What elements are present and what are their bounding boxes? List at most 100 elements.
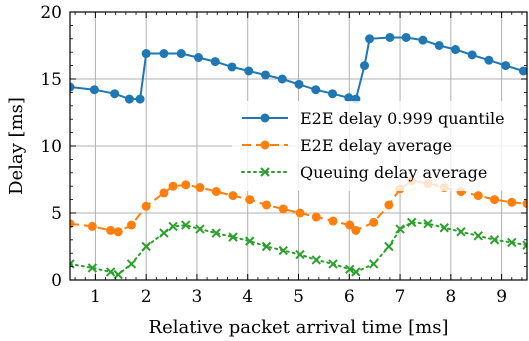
data-point	[294, 79, 304, 89]
data-point	[245, 236, 255, 246]
data-point	[126, 259, 137, 269]
data-point	[168, 181, 178, 191]
data-point	[345, 220, 355, 230]
data-point	[490, 195, 500, 205]
data-point	[70, 219, 75, 229]
x-tick-label: 4	[242, 287, 253, 307]
data-point	[113, 227, 123, 237]
data-point	[473, 231, 483, 241]
y-tick-label: 0	[51, 271, 62, 291]
data-point	[418, 35, 428, 45]
data-point	[228, 232, 238, 242]
data-point	[368, 259, 379, 269]
marker-stroke	[261, 241, 272, 252]
marker-stroke	[126, 259, 137, 269]
data-point	[351, 267, 361, 277]
data-point	[124, 94, 134, 104]
marker-stroke	[87, 263, 98, 273]
x-tick-label: 2	[141, 287, 152, 307]
data-point	[365, 34, 375, 44]
series-3	[70, 217, 527, 280]
legend-marker	[260, 140, 270, 150]
y-tick-label: 5	[51, 204, 62, 224]
data-point	[507, 237, 517, 248]
marker-stroke	[181, 220, 191, 230]
data-point	[89, 85, 99, 95]
data-point	[407, 217, 417, 228]
data-point	[110, 89, 120, 99]
data-point	[311, 85, 321, 95]
data-point	[369, 217, 379, 227]
data-point	[395, 224, 405, 234]
data-point	[261, 241, 272, 252]
data-point	[244, 66, 254, 76]
marker-stroke	[245, 236, 255, 246]
data-point	[211, 228, 221, 238]
marker-stroke	[384, 241, 394, 252]
x-tick-label: 6	[344, 287, 355, 307]
x-tick-label: 7	[395, 287, 406, 307]
marker-stroke	[260, 167, 270, 177]
data-point	[159, 188, 169, 198]
marker-stroke	[439, 223, 449, 233]
y-tick-label: 20	[40, 3, 62, 23]
data-point	[210, 57, 220, 67]
data-point	[522, 199, 527, 209]
data-point	[384, 241, 394, 252]
marker-stroke	[473, 231, 483, 241]
data-point	[501, 61, 511, 71]
data-point	[384, 200, 394, 210]
marker-stroke	[195, 224, 205, 234]
data-point	[484, 55, 494, 65]
marker-stroke	[228, 232, 238, 242]
data-point	[295, 249, 305, 260]
data-point	[181, 180, 191, 190]
marker-stroke	[211, 228, 221, 238]
data-point	[522, 240, 527, 250]
data-point	[260, 70, 270, 80]
data-point	[228, 191, 238, 201]
legend-entry-label: E2E delay average	[300, 136, 452, 155]
data-point	[87, 263, 98, 273]
data-point	[328, 216, 338, 226]
marker-stroke	[295, 249, 305, 260]
legend-marker	[260, 113, 270, 123]
marker-stroke	[489, 235, 500, 245]
data-point	[423, 219, 433, 229]
marker-stroke	[70, 259, 75, 266]
data-point	[345, 264, 355, 274]
data-point	[328, 89, 338, 99]
data-point	[450, 45, 460, 55]
data-point	[106, 225, 116, 235]
data-point	[70, 82, 75, 92]
y-tick-label: 15	[40, 70, 62, 90]
data-point	[105, 267, 116, 277]
marker-stroke	[456, 227, 466, 237]
legend-box	[232, 101, 524, 191]
data-point	[473, 191, 483, 201]
data-point	[159, 49, 169, 59]
legend-marker	[260, 167, 270, 177]
y-tick-label: 10	[40, 137, 62, 157]
data-point	[311, 212, 321, 222]
data-point	[278, 245, 288, 256]
data-point	[141, 241, 151, 252]
data-point	[518, 66, 527, 76]
marker-stroke	[368, 259, 379, 269]
data-point	[295, 208, 305, 218]
data-point	[360, 61, 370, 71]
marker-stroke	[522, 240, 527, 247]
marker-stroke	[168, 221, 178, 232]
data-point	[385, 32, 395, 42]
x-axis-label: Relative packet arrival time [ms]	[149, 317, 449, 338]
marker-stroke	[507, 237, 517, 248]
x-tick-label: 5	[293, 287, 304, 307]
marker-stroke	[105, 267, 116, 277]
marker-stroke	[328, 259, 338, 269]
series-1	[70, 32, 527, 104]
x-tick-label: 3	[192, 287, 203, 307]
data-point	[195, 224, 205, 234]
data-point	[489, 235, 500, 245]
data-point	[245, 195, 255, 205]
y-axis-label: Delay [ms]	[6, 97, 27, 195]
